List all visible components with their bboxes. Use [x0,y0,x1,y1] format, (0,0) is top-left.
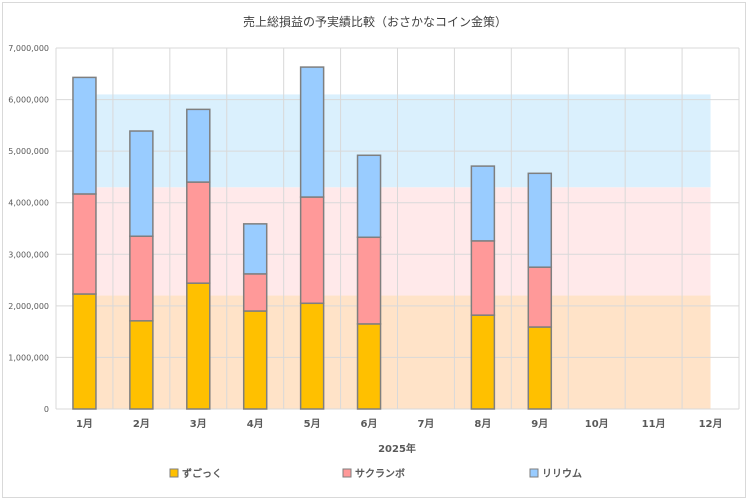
bar-リリウム-1月 [72,76,97,195]
legend-label: リリウム [542,468,582,480]
bar-リリウム-2月 [129,130,154,237]
bar-リリウム-4月 [242,223,268,275]
bar-サクランボ-9月 [527,266,553,328]
bar-サクランボ-6月 [356,236,382,325]
bar-ずごっく-6月 [356,323,382,410]
y-tick-label: 7,000,000 [8,44,49,53]
y-tick-label: 4,000,000 [8,199,49,208]
bar-ずごっく-5月 [299,302,325,410]
y-tick-label: 1,000,000 [8,353,49,362]
y-tick-label: 6,000,000 [8,96,49,105]
bar-サクランボ-2月 [129,235,154,322]
y-tick-label: 5,000,000 [8,147,49,156]
legend-label: サクランボ [355,467,405,480]
y-tick-label: 3,000,000 [8,250,49,259]
bar-ずごっく-3月 [186,282,211,410]
x-tick-label: 11月 [642,418,666,430]
x-tick-label: 12月 [699,418,723,430]
x-tick-label: 6月 [361,418,378,430]
bar-サクランボ-5月 [299,196,325,305]
bar-ずごっく-8月 [470,314,496,410]
x-tick-label: 2月 [133,418,150,430]
x-tick-label: 7月 [417,418,434,430]
bar-リリウム-8月 [470,165,496,242]
legend-swatch [529,468,539,478]
x-tick-label: 5月 [304,418,321,430]
y-tick-label: 0 [44,405,49,414]
x-tick-label: 4月 [247,418,264,430]
bar-リリウム-5月 [299,66,325,198]
x-tick-label: 10月 [585,418,609,430]
bar-ずごっく-9月 [527,326,553,410]
legend-swatch [342,468,352,478]
bar-ずごっく-4月 [242,310,268,410]
bar-サクランボ-8月 [470,240,496,316]
legend-label: ずごっく [182,467,222,480]
bar-リリウム-3月 [186,108,211,183]
x-axis-label: 2025年 [378,442,416,455]
x-tick-label: 1月 [76,418,93,430]
x-tick-label: 8月 [474,418,491,430]
bar-ずごっく-1月 [72,293,97,410]
bar-サクランボ-1月 [72,193,97,295]
bar-リリウム-6月 [356,154,382,239]
x-tick-label: 9月 [531,418,548,430]
legend-swatch [169,468,179,478]
bar-リリウム-9月 [527,172,553,268]
bar-ずごっく-2月 [129,320,154,410]
bar-サクランボ-4月 [242,273,268,312]
bar-サクランボ-3月 [186,181,211,284]
chart-title: 売上総損益の予実績比較（おさかなコイン金策） [243,14,507,29]
y-tick-label: 2,000,000 [8,302,49,311]
x-tick-label: 3月 [190,418,207,430]
